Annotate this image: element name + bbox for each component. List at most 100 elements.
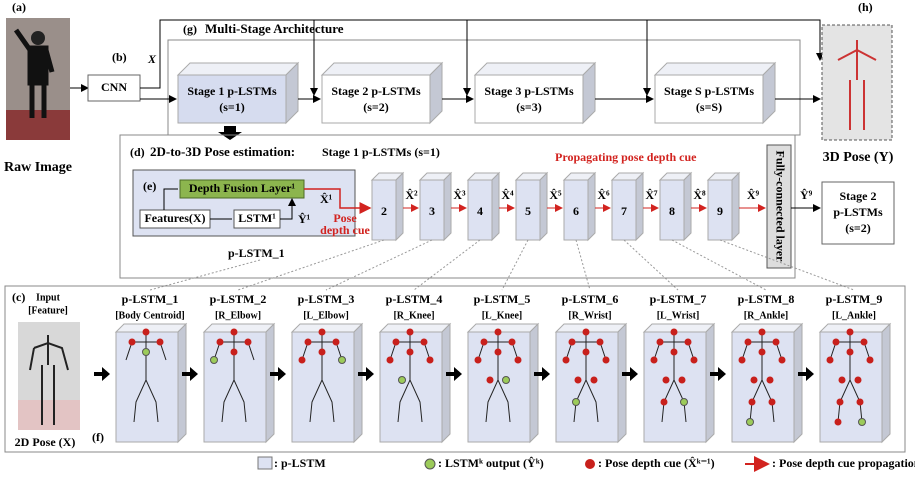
estimation-title: 2D-to-3D Pose estimation: — [150, 144, 295, 159]
cube-front — [292, 332, 354, 442]
joint — [245, 339, 252, 346]
cube-top — [655, 63, 775, 75]
joint — [333, 339, 340, 346]
label-f: (f) — [92, 430, 104, 444]
joint — [421, 339, 428, 346]
cube-side — [530, 324, 538, 442]
next-stage: p-LSTMs — [833, 205, 883, 219]
legend-text: : p-LSTM — [274, 456, 326, 470]
legend-text: : Pose depth cue propagation — [772, 456, 915, 470]
joint — [319, 349, 326, 356]
joint — [767, 377, 774, 384]
joint — [231, 329, 238, 336]
legend-green — [425, 459, 435, 469]
legend-text: : Pose depth cue (X̂ᵏ⁻¹) — [598, 456, 715, 470]
joint — [143, 349, 150, 356]
joint — [769, 399, 776, 406]
cube-front — [556, 332, 618, 442]
down-arrow — [218, 126, 242, 140]
joint — [847, 329, 854, 336]
joint — [129, 339, 136, 346]
joint — [749, 399, 756, 406]
cube-front — [204, 332, 266, 442]
joint — [299, 357, 306, 364]
joint — [217, 339, 224, 346]
plstm-label: p-LSTM_1 — [228, 246, 285, 260]
x-hat: X̂⁹ — [747, 188, 760, 202]
module-joint: [R_Wrist] — [568, 310, 611, 321]
joint — [143, 329, 150, 336]
link — [576, 240, 590, 290]
photo-floor — [6, 110, 70, 140]
next-stage: (s=2) — [845, 221, 871, 235]
next-stage: Stage 2 — [840, 189, 877, 203]
cube-side — [178, 324, 186, 442]
stage-s: (s=3) — [516, 100, 542, 114]
joint — [393, 339, 400, 346]
module-name: p-LSTM_4 — [386, 292, 443, 306]
x-input: X — [147, 52, 157, 66]
cube-side — [266, 324, 274, 442]
cube-side — [732, 173, 739, 240]
label-b: (b) — [112, 50, 127, 64]
estimation: (d) 2D-to-3D Pose estimation: Stage 1 p-… — [120, 135, 894, 278]
cube-side — [636, 173, 643, 240]
arrow — [94, 367, 110, 381]
joint — [859, 419, 866, 426]
input-label: [Feature] — [28, 305, 68, 316]
stage-name: Stage 2 p-LSTMs — [331, 84, 421, 98]
modules: p-LSTM_1[Body Centroid]p-LSTM_2[R_Elbow]… — [94, 292, 890, 442]
joint — [407, 329, 414, 336]
joint — [305, 339, 312, 346]
joint — [847, 349, 854, 356]
cube-side — [354, 324, 362, 442]
cube-top — [732, 324, 802, 332]
joint — [855, 377, 862, 384]
y-hat-1: Ŷ¹ — [298, 212, 311, 226]
pose-depth-cue: depth cue — [320, 223, 370, 237]
module-name: p-LSTM_3 — [298, 292, 355, 306]
legend: : p-LSTM : LSTMᵏ output (Ŷᵏ) : Pose dept… — [258, 456, 915, 470]
cube-front — [468, 332, 530, 442]
stage-s: (s=S) — [696, 100, 722, 114]
joint — [833, 339, 840, 346]
estimation-label: (d) — [130, 145, 145, 159]
lstm: LSTM¹ — [238, 211, 276, 225]
cube-top — [556, 324, 626, 332]
joint — [759, 329, 766, 336]
joint — [475, 357, 482, 364]
photo-person — [31, 31, 45, 45]
label-e: (e) — [143, 179, 156, 193]
propagating: Propagating pose depth cue — [555, 150, 697, 164]
diagram: (a) Raw Image (b) CNN X (g) Multi-Stage … — [0, 0, 915, 477]
joint — [569, 339, 576, 346]
joint — [663, 377, 670, 384]
cube-side — [684, 173, 691, 240]
cube-label: 3 — [429, 204, 435, 218]
joint — [407, 349, 414, 356]
module-name: p-LSTM_7 — [650, 292, 707, 306]
joint — [573, 399, 580, 406]
stage-name: Stage 1 p-LSTMs — [187, 84, 277, 98]
depth-fusion: Depth Fusion Layer¹ — [189, 181, 296, 195]
cube-top — [380, 324, 450, 332]
cube-label: 7 — [621, 204, 627, 218]
pose-3d-label: 3D Pose (Y) — [823, 150, 894, 165]
stage-s: (s=1) — [219, 100, 245, 114]
cube-top — [204, 324, 274, 332]
joint — [651, 357, 658, 364]
joint — [739, 357, 746, 364]
joint — [495, 329, 502, 336]
module-joint: [L_Ankle] — [832, 310, 876, 321]
cube-side — [618, 324, 626, 442]
cube-front — [732, 332, 794, 442]
joint — [745, 339, 752, 346]
joint — [583, 349, 590, 356]
cube-side — [706, 324, 714, 442]
joint — [861, 339, 868, 346]
input-label: Input — [36, 292, 61, 303]
joint — [661, 399, 668, 406]
legend-cube — [258, 457, 272, 469]
cube-side — [442, 324, 450, 442]
link — [326, 240, 432, 290]
